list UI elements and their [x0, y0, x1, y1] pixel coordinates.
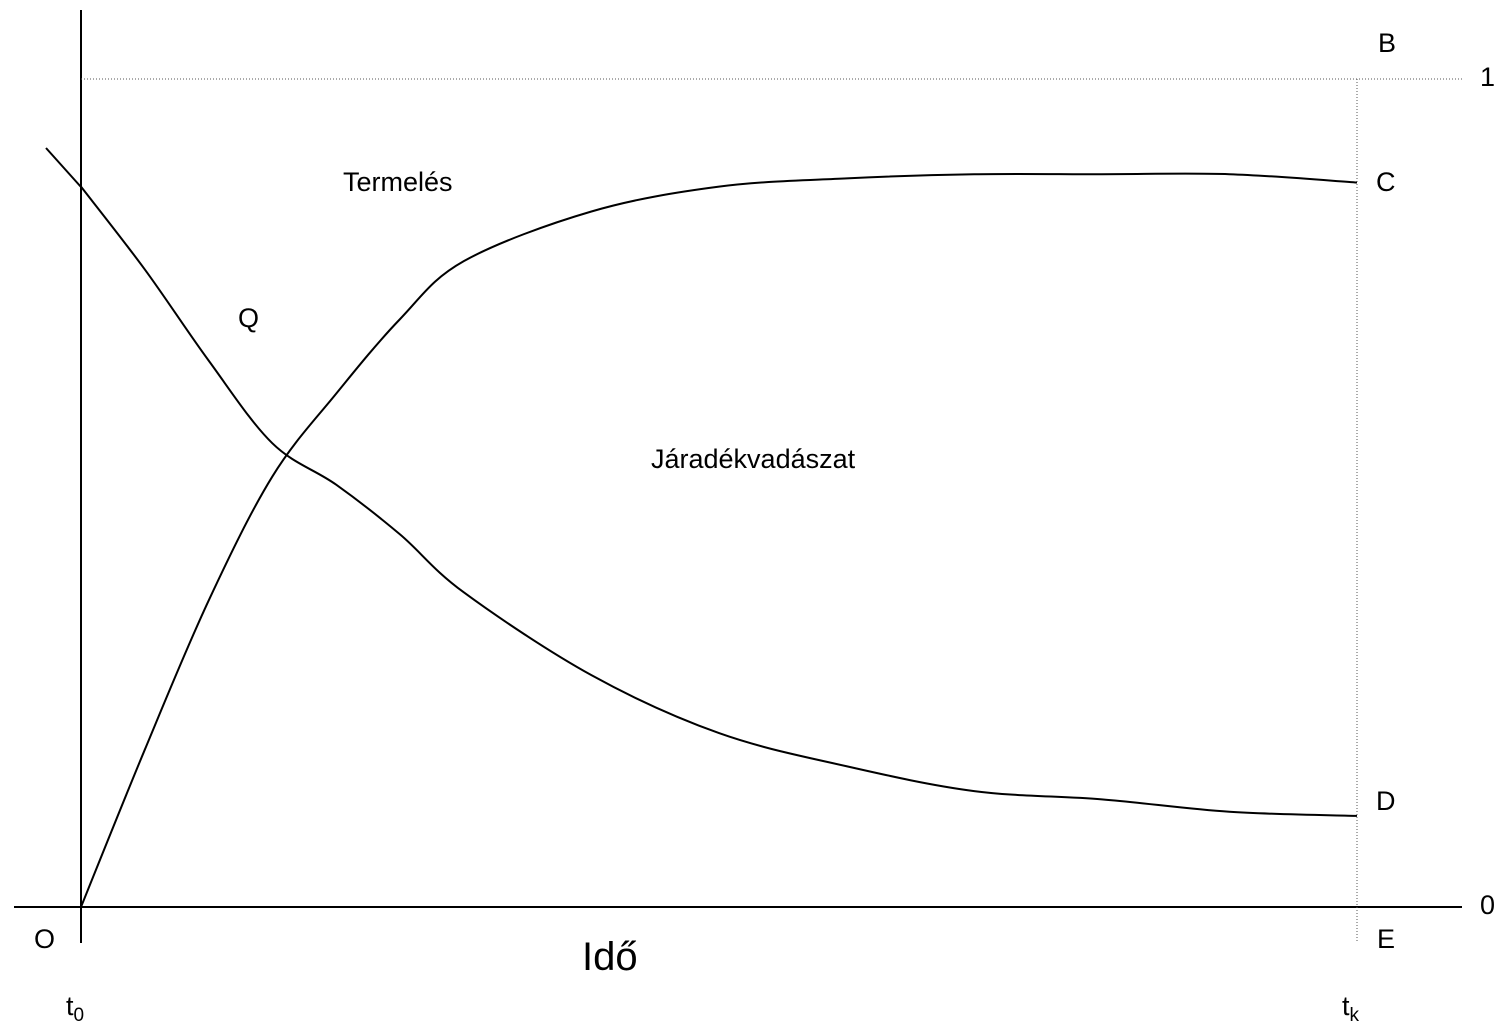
x-tick-t0-base: t: [66, 991, 74, 1021]
x-axis-label: Idő: [582, 935, 638, 979]
x-tick-t0-subscript: 0: [73, 1005, 85, 1026]
x-tick-label-t0: t0: [66, 991, 85, 1026]
point-label-q: Q: [238, 303, 260, 333]
point-label-b: B: [1378, 28, 1397, 58]
y-tick-label-top: 1: [1480, 62, 1496, 92]
region-label-upper: Termelés: [343, 167, 453, 197]
q-line-extension: [45, 147, 82, 188]
production-curve: [80, 172, 1358, 908]
point-label-c: C: [1376, 167, 1396, 197]
series-layer: [80, 172, 1358, 908]
point-label-d: D: [1376, 786, 1396, 816]
y-tick-label-bottom: 0: [1480, 890, 1496, 920]
x-tick-label-tk: tk: [1342, 991, 1360, 1026]
q-curve: [80, 186, 1358, 817]
x-tick-tk-subscript: k: [1349, 1005, 1360, 1026]
point-label-e: E: [1377, 924, 1396, 954]
x-tick-tk-base: t: [1342, 991, 1350, 1021]
region-label-lower: Járadékvadászat: [651, 444, 856, 474]
origin-label: O: [34, 924, 56, 954]
